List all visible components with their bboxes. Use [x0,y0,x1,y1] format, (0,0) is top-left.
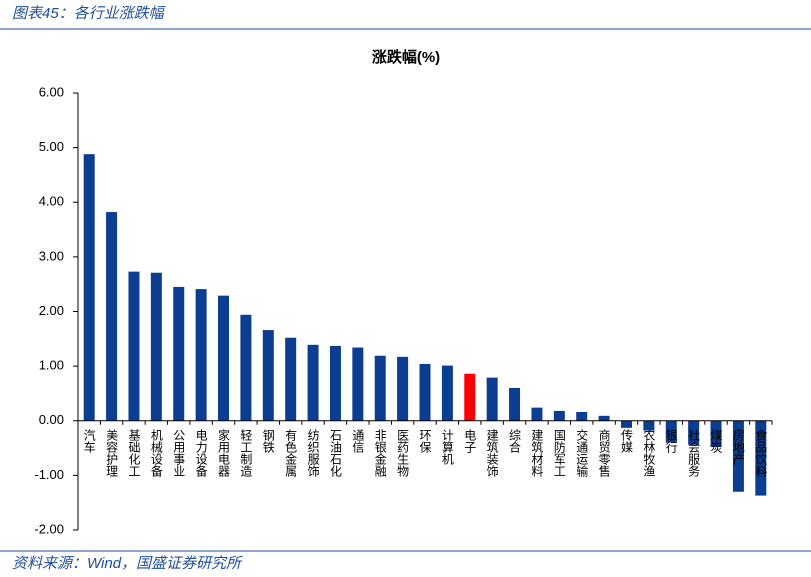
x-tick-label: 传媒 [619,427,633,452]
header-title: 图表45：各行业涨跌幅 [12,5,167,22]
bar [262,330,274,421]
bar [755,420,767,496]
bar [329,345,341,421]
x-tick-label: 石油石化 [328,429,342,478]
bar [106,212,118,421]
x-tick-label: 电子 [463,428,477,452]
y-tick-label: 4.00 [39,194,64,209]
y-tick-label: -2.00 [34,521,64,536]
bar [195,289,207,421]
x-tick-label: 银行 [664,428,678,452]
bar [128,271,140,421]
x-tick-label: 建筑材料 [530,428,544,476]
bar [732,420,744,492]
x-tick-label: 建筑装饰 [485,428,499,476]
x-tick-label: 商贸零售 [597,427,611,476]
x-tick-label: 交通运输 [575,427,589,477]
bar [285,337,297,421]
bar [150,272,162,421]
bar [352,347,364,421]
x-tick-label: 煤炭 [709,428,723,453]
x-tick-label: 公用事业 [172,429,186,477]
x-tick-label: 电力设备 [194,428,208,477]
bar [218,295,230,421]
bar [397,356,409,421]
bar [643,420,655,431]
bar [531,407,543,421]
x-tick-label: 机械设备 [149,428,163,477]
bar [710,420,722,447]
x-tick-label: 医药生物 [396,429,410,477]
x-tick-label: 家用电器 [217,427,231,477]
bar [307,344,319,421]
x-tick-label: 有色金属 [284,428,298,477]
x-tick-label: 综合 [508,428,522,452]
bar [173,286,185,421]
bar [620,420,632,428]
y-tick-label: 6.00 [39,84,64,99]
y-tick-label: 3.00 [39,248,64,263]
source-note: 资料来源：Wind，国盛证券研究所 [12,555,243,572]
x-tick-label: 非银金融 [373,428,387,477]
bar [240,314,252,421]
x-tick-label: 社会服务 [687,427,701,476]
x-tick-label: 纺织服饰 [306,428,320,476]
x-tick-label: 国防军工 [552,429,566,477]
bar [83,154,95,421]
y-tick-label: 0.00 [39,412,64,427]
bar [576,412,588,421]
x-tick-label: 美容护理 [105,428,119,476]
bar [374,355,386,421]
x-tick-label: 房地产 [731,427,745,465]
bar [486,377,498,421]
bar [553,410,565,421]
x-tick-label: 环保 [418,429,432,453]
x-tick-label: 汽车 [82,427,96,453]
bar [598,415,610,421]
x-tick-label: 基础化工 [127,428,141,476]
bar [441,365,453,421]
bar [509,387,521,421]
chart-title: 涨跌幅(%) [372,48,440,66]
y-tick-label: -1.00 [34,467,64,482]
bar [665,420,677,443]
x-tick-label: 食品饮料 [754,427,768,476]
x-tick-label: 农林牧渔 [642,428,656,476]
x-tick-label: 轻工制造 [239,428,253,476]
x-tick-label: 钢铁 [261,428,275,452]
x-tick-label: 通信 [351,428,365,453]
bar [464,373,476,421]
x-tick-label: 计算机 [440,428,454,464]
bar [688,420,700,445]
y-tick-label: 5.00 [39,139,64,154]
bar [419,363,431,421]
y-tick-label: 2.00 [39,303,64,318]
y-tick-label: 1.00 [39,358,64,373]
